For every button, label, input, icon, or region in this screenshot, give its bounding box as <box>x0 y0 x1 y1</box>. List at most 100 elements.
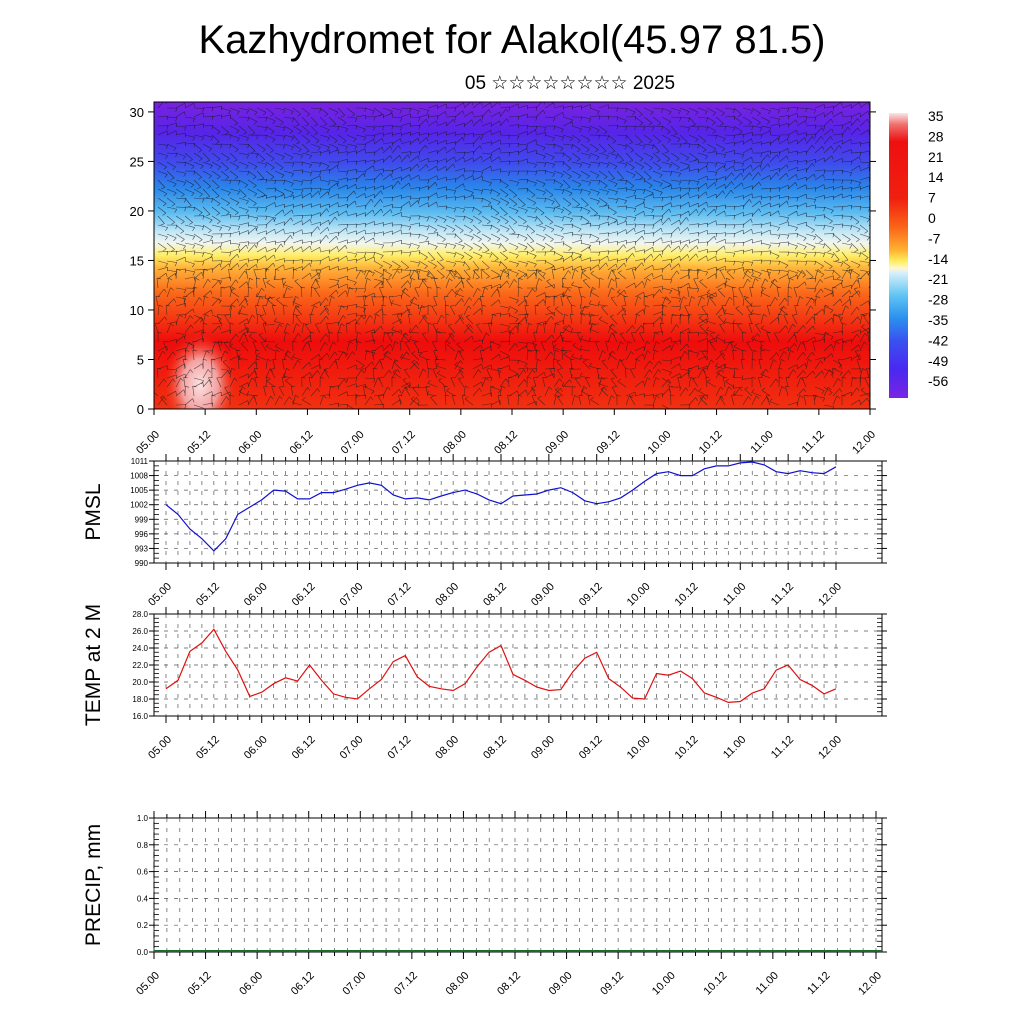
wind-barb <box>355 173 364 181</box>
wind-barb <box>643 143 654 146</box>
wind-barb <box>283 209 293 217</box>
wind-barb <box>841 370 849 379</box>
wind-barb <box>184 161 195 167</box>
wind-barb-flag <box>868 300 870 305</box>
wind-barb <box>391 180 399 190</box>
wind-barb-flag <box>571 304 576 307</box>
wind-barb <box>274 258 285 262</box>
wind-barb-flag <box>471 102 474 106</box>
wind-barb-flag <box>715 251 718 256</box>
wind-barb <box>184 341 195 347</box>
wind-barb <box>850 329 861 334</box>
wind-barb <box>814 251 825 254</box>
wind-barb <box>346 341 350 352</box>
wind-barb-flag <box>543 102 546 105</box>
wind-barb <box>314 288 321 298</box>
wind-barb <box>697 293 708 298</box>
wind-barb <box>229 224 240 227</box>
wind-barb <box>688 179 699 182</box>
wind-barb <box>778 260 789 266</box>
wind-barb <box>805 305 811 316</box>
wind-barb-flag <box>829 369 833 374</box>
wind-barb-flag <box>577 175 582 179</box>
wind-barb-flag <box>696 181 700 186</box>
wind-barb-flag <box>835 259 840 262</box>
wind-barb-flag <box>759 200 762 205</box>
wind-barb-flag <box>515 343 518 347</box>
wind-barb-flag <box>343 351 347 355</box>
wind-barb <box>715 176 726 181</box>
wind-barb-flag <box>508 143 511 148</box>
wind-barb-flag <box>639 122 644 126</box>
wind-barb-flag <box>786 235 790 239</box>
wind-barb-flag <box>264 294 267 299</box>
wind-barb <box>355 125 366 130</box>
wind-barb-flag <box>201 226 205 231</box>
wind-barb-flag <box>409 335 412 340</box>
wind-barb-flag <box>372 367 377 370</box>
wind-barb <box>433 278 438 289</box>
wind-barb-flag <box>719 123 724 126</box>
wind-barb <box>211 188 220 197</box>
wind-barb-flag <box>553 144 556 149</box>
wind-barb-flag <box>264 337 267 342</box>
wind-barb <box>634 296 639 307</box>
wind-barb <box>652 170 663 176</box>
wind-barb-flag <box>661 237 663 242</box>
wind-barb-flag <box>490 102 492 107</box>
wind-barb <box>346 287 357 290</box>
wind-barb-flag <box>553 117 556 122</box>
wind-barb <box>859 129 869 136</box>
wind-barb-flag <box>634 126 637 131</box>
wind-barb <box>499 280 508 289</box>
wind-barb-flag <box>173 298 177 303</box>
wind-barb-flag <box>657 141 661 144</box>
wind-barb <box>823 128 833 136</box>
wind-barb <box>381 305 384 316</box>
wind-barb <box>337 351 344 361</box>
wind-barb <box>607 179 618 185</box>
wind-barb <box>796 160 807 163</box>
wind-barb <box>688 350 699 354</box>
wind-barb <box>310 226 318 235</box>
wind-barb-flag <box>486 276 490 279</box>
wind-barb <box>643 241 654 244</box>
wind-barb-flag <box>567 168 571 171</box>
wind-barb <box>292 220 303 226</box>
wind-barb-flag <box>409 201 411 206</box>
wind-barb <box>238 298 246 307</box>
wind-barb <box>373 107 383 115</box>
wind-barb-flag <box>687 286 692 289</box>
wind-barb <box>634 309 644 316</box>
wind-barb <box>796 176 807 181</box>
wind-barb-flag <box>470 219 474 224</box>
wind-barb-flag <box>625 108 628 113</box>
wind-barb-flag <box>560 147 564 152</box>
wind-barb-flag <box>733 224 736 229</box>
wind-barb-flag <box>293 313 298 316</box>
wind-barb-flag <box>247 171 250 176</box>
wind-barb-flag <box>480 268 485 271</box>
wind-barb <box>634 143 645 147</box>
wind-barb-flag <box>655 331 659 335</box>
wind-barb <box>589 152 600 158</box>
wind-barb <box>661 345 671 352</box>
wind-barb <box>850 260 861 266</box>
wind-barb <box>697 337 708 343</box>
wind-barb-flag <box>360 270 364 274</box>
wind-barb <box>850 206 862 208</box>
wind-barb <box>688 202 699 208</box>
wind-barb <box>418 114 429 118</box>
wind-barb-flag <box>408 328 411 333</box>
wind-barb-flag <box>309 219 312 224</box>
wind-barb <box>193 260 204 263</box>
wind-barb-flag <box>192 137 196 141</box>
wind-barb <box>823 224 834 228</box>
wind-barb-flag <box>823 207 826 212</box>
wind-barb <box>409 151 420 154</box>
wind-barb <box>544 215 553 223</box>
wind-barb <box>751 200 761 208</box>
wind-barb-flag <box>611 287 615 291</box>
wind-barb <box>778 114 789 118</box>
wind-barb-flag <box>816 295 821 299</box>
